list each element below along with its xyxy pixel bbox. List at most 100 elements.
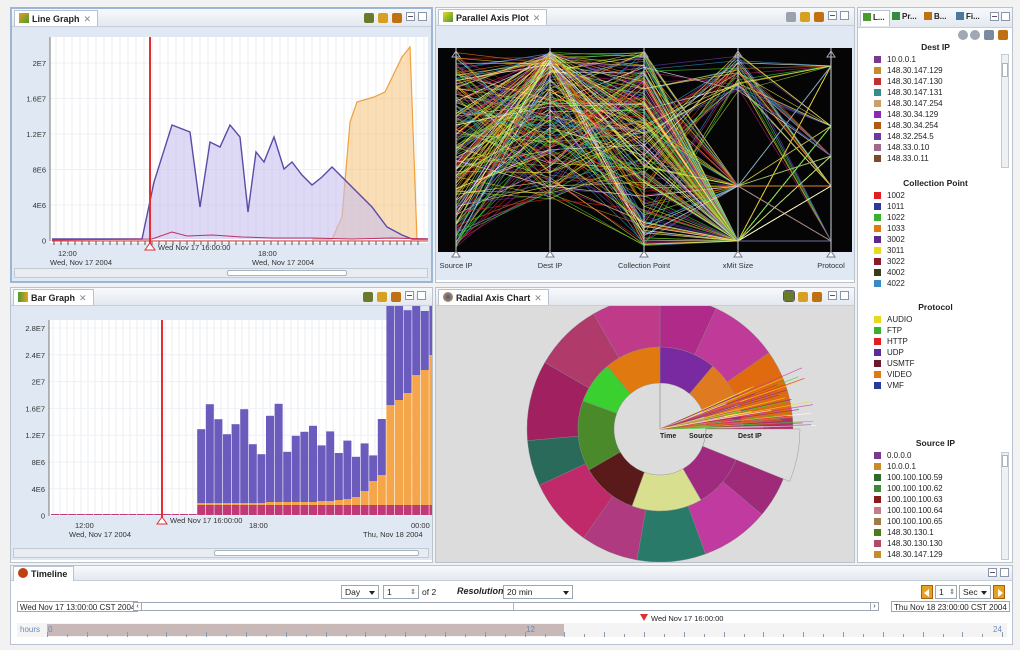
- tab-parallel-plot[interactable]: Parallel Axis Plot ✕: [438, 9, 548, 25]
- legend-item[interactable]: 148.33.0.11: [874, 154, 929, 164]
- scroll-thumb[interactable]: [1002, 455, 1008, 467]
- minimize-button[interactable]: [405, 291, 414, 300]
- legend-item[interactable]: 100.100.100.59: [874, 473, 943, 483]
- chart-settings-icon[interactable]: [378, 13, 388, 23]
- grid-icon[interactable]: [392, 13, 402, 23]
- step-back-button[interactable]: [921, 585, 933, 599]
- axis-bottom-handle[interactable]: [826, 250, 836, 258]
- maximize-button[interactable]: [840, 11, 849, 20]
- axis-top-handle[interactable]: [545, 50, 555, 58]
- grid-icon[interactable]: [814, 12, 824, 22]
- chart-settings-icon[interactable]: [377, 292, 387, 302]
- legend-item[interactable]: 4002: [874, 268, 905, 278]
- tab-legend[interactable]: L...: [860, 10, 890, 26]
- maximize-button[interactable]: [417, 291, 426, 300]
- legend-item[interactable]: 148.30.147.129: [874, 550, 943, 560]
- axis-bottom-handle[interactable]: [733, 250, 743, 258]
- minimize-button[interactable]: [406, 12, 415, 21]
- start-time-field[interactable]: Wed Nov 17 13:00:00 CST 2004: [17, 601, 139, 612]
- tab-bar-graph[interactable]: Bar Graph ✕: [13, 289, 94, 305]
- legend-item[interactable]: 148.30.130.1: [874, 528, 934, 538]
- magnify-tool-icon[interactable]: [364, 13, 374, 23]
- time-cursor-marker[interactable]: [144, 242, 156, 251]
- grid-icon[interactable]: [391, 292, 401, 302]
- legend-item[interactable]: 10.0.0.1: [874, 55, 916, 65]
- legend-item[interactable]: VIDEO: [874, 370, 912, 380]
- step-forward-button[interactable]: [993, 585, 1005, 599]
- time-cursor-marker[interactable]: [640, 614, 648, 621]
- time-cursor-marker[interactable]: [156, 516, 168, 525]
- axis-top-handle[interactable]: [733, 50, 743, 58]
- legend-item[interactable]: USMTF: [874, 359, 915, 369]
- grid-icon[interactable]: [812, 292, 822, 302]
- scroll-thumb[interactable]: [214, 550, 419, 556]
- legend-scrollbar-1[interactable]: [1001, 54, 1009, 168]
- close-icon[interactable]: ✕: [532, 13, 541, 23]
- end-time-field[interactable]: Thu Nov 18 23:00:00 CST 2004: [891, 601, 1010, 612]
- axis-bottom-handle[interactable]: [545, 250, 555, 258]
- legend-item[interactable]: 4022: [874, 279, 905, 289]
- scroll-thumb[interactable]: [227, 270, 347, 276]
- close-icon[interactable]: ✕: [83, 14, 92, 24]
- chart-settings-icon[interactable]: [800, 12, 810, 22]
- unit-select[interactable]: Day: [341, 585, 379, 599]
- minimize-button[interactable]: [828, 291, 837, 300]
- legend-item[interactable]: 148.30.147.131: [874, 88, 943, 98]
- tab-filter[interactable]: Fi...: [956, 12, 986, 26]
- chart-settings-icon[interactable]: [798, 292, 808, 302]
- scroll-thumb[interactable]: [1002, 63, 1008, 77]
- bar-graph-hscrollbar[interactable]: [13, 548, 429, 558]
- unlink-icon[interactable]: [970, 30, 980, 40]
- tab-properties[interactable]: Pr...: [892, 12, 922, 26]
- legend-item[interactable]: 0.0.0.0: [874, 451, 911, 461]
- step-unit-select[interactable]: Sec: [959, 585, 991, 599]
- minimize-button[interactable]: [828, 11, 837, 20]
- axis-bottom-handle[interactable]: [451, 250, 461, 258]
- legend-item[interactable]: 3011: [874, 246, 904, 256]
- close-icon[interactable]: ✕: [79, 293, 87, 303]
- page-spinner[interactable]: 1 ⇕: [383, 585, 419, 599]
- legend-item[interactable]: 1033: [874, 224, 905, 234]
- line-graph-hscrollbar[interactable]: [14, 268, 428, 278]
- legend-item[interactable]: 148.30.34.129: [874, 110, 938, 120]
- legend-item[interactable]: 148.30.130.130: [874, 539, 943, 549]
- legend-item[interactable]: 148.33.0.10: [874, 143, 929, 153]
- maximize-button[interactable]: [840, 291, 849, 300]
- range-right-arrow[interactable]: ›: [870, 603, 878, 610]
- range-thumb[interactable]: [144, 603, 514, 610]
- legend-scrollbar-2[interactable]: [1001, 452, 1009, 560]
- legend-item[interactable]: FTP: [874, 326, 902, 336]
- axis-top-handle[interactable]: [639, 50, 649, 58]
- maximize-button[interactable]: [418, 12, 427, 21]
- legend-item[interactable]: 100.100.100.65: [874, 517, 943, 527]
- axis-top-handle[interactable]: [826, 50, 836, 58]
- legend-item[interactable]: 148.30.147.130: [874, 77, 943, 87]
- axis-top-handle[interactable]: [451, 50, 461, 58]
- tab-radial-chart[interactable]: Radial Axis Chart ✕: [438, 289, 549, 305]
- tab-b[interactable]: B...: [924, 12, 954, 26]
- filter-icon[interactable]: [984, 30, 994, 40]
- tab-line-graph[interactable]: Line Graph ✕: [14, 10, 99, 26]
- legend-item[interactable]: 100.100.100.62: [874, 484, 943, 494]
- legend-item[interactable]: 148.30.147.254: [874, 99, 943, 109]
- legend-item[interactable]: 10.0.0.1: [874, 462, 916, 472]
- range-slider[interactable]: ‹ ›: [133, 602, 879, 611]
- spinner-icon[interactable]: ⇕: [949, 589, 955, 596]
- legend-item[interactable]: 1002: [874, 191, 905, 201]
- legend-item[interactable]: VMF: [874, 381, 904, 391]
- legend-item[interactable]: 1022: [874, 213, 905, 223]
- magnify-tool-icon[interactable]: [783, 290, 795, 302]
- legend-item[interactable]: AUDIO: [874, 315, 912, 325]
- minimize-button[interactable]: [990, 12, 999, 21]
- close-icon[interactable]: ✕: [534, 293, 542, 303]
- step-spinner[interactable]: 1 ⇕: [935, 585, 957, 599]
- legend-item[interactable]: UDP: [874, 348, 904, 358]
- range-left-arrow[interactable]: ‹: [134, 603, 142, 610]
- tab-timeline[interactable]: Timeline: [13, 566, 75, 581]
- maximize-button[interactable]: [1000, 568, 1009, 577]
- legend-item[interactable]: HTTP: [874, 337, 908, 347]
- legend-item[interactable]: 1011: [874, 202, 904, 212]
- legend-item[interactable]: 100.100.100.63: [874, 495, 943, 505]
- legend-item[interactable]: 3002: [874, 235, 905, 245]
- link-icon[interactable]: [958, 30, 968, 40]
